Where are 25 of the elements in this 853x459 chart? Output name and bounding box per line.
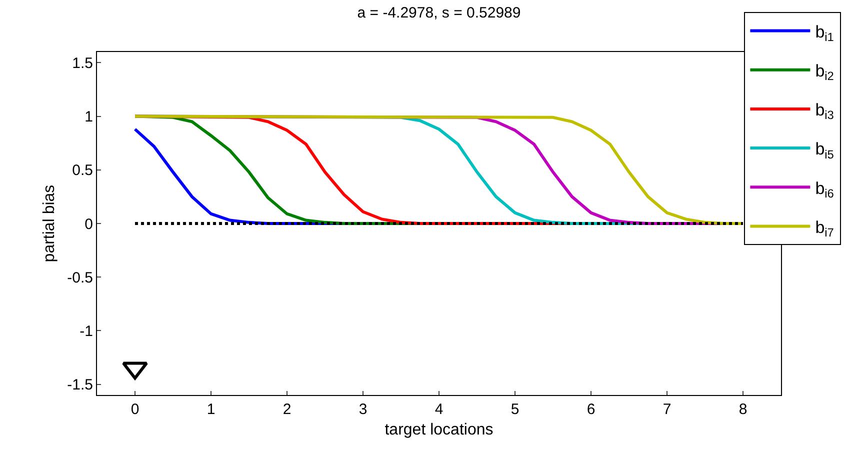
y-axis-title: partial bias xyxy=(41,184,58,262)
x-tick-label: 8 xyxy=(738,401,748,418)
legend-label: b$_{i6}$ xyxy=(815,178,834,200)
y-tick-label: -1.5 xyxy=(67,376,93,394)
chart-title: a = -4.2978, s = 0.52989 xyxy=(357,4,521,22)
x-tick-label: 1 xyxy=(206,401,216,418)
x-tick-label: 4 xyxy=(434,401,444,418)
x-tick-label: 2 xyxy=(282,401,292,418)
x-tick-label: 6 xyxy=(586,401,596,418)
x-tick-label: 0 xyxy=(130,401,140,418)
legend-label: b$_{i5}$ xyxy=(815,140,834,162)
y-tick-label: 1.5 xyxy=(72,54,93,72)
x-tick-label: 7 xyxy=(662,401,672,418)
y-tick-label: 1 xyxy=(84,108,93,126)
y-tick-label: -0.5 xyxy=(67,269,93,286)
legend-label: b$_{i7}$ xyxy=(815,218,834,240)
y-tick-label: 0.5 xyxy=(72,162,93,180)
x-tick-label: 3 xyxy=(358,401,368,418)
y-tick-label: -1 xyxy=(80,322,93,340)
x-tick-label: 5 xyxy=(510,401,520,418)
legend-label: b$_{i3}$ xyxy=(815,100,834,122)
x-axis-title: target locations xyxy=(384,422,494,439)
legend-label: b$_{i1}$ xyxy=(815,22,834,44)
y-tick-label: 0 xyxy=(84,216,93,233)
legend-label: b$_{i2}$ xyxy=(815,61,834,84)
